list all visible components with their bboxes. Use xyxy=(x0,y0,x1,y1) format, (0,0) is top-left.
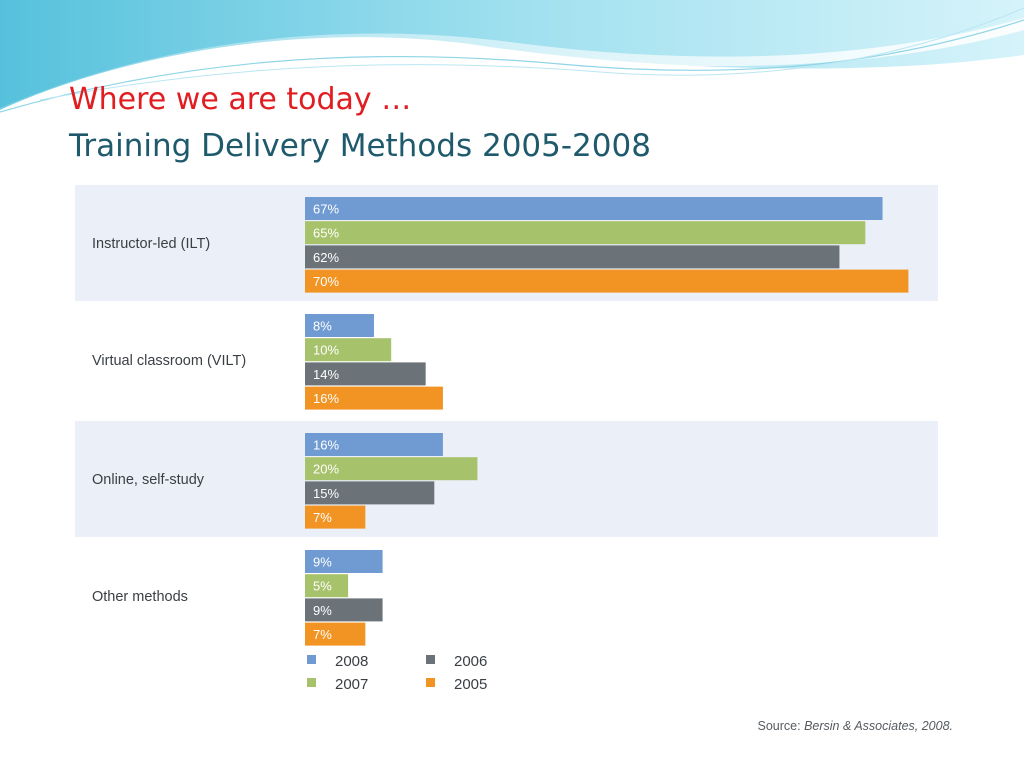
slide-subheading: Training Delivery Methods 2005-2008 xyxy=(69,128,651,164)
bar-2007 xyxy=(305,574,349,598)
legend-swatch-2006 xyxy=(426,655,435,664)
bar-data-label: 16% xyxy=(313,438,339,453)
bar-data-label: 15% xyxy=(313,486,339,501)
bar-data-label: 20% xyxy=(313,462,339,477)
slide-heading: Where we are today … xyxy=(69,82,412,117)
bar-data-label: 65% xyxy=(313,226,339,241)
bar-2005 xyxy=(305,386,443,410)
category-label: Online, self-study xyxy=(92,472,205,488)
bar-2005 xyxy=(305,622,366,646)
bar-2005 xyxy=(305,505,366,529)
category-label: Virtual classroom (VILT) xyxy=(92,353,246,369)
bar-data-label: 67% xyxy=(313,202,339,217)
bar-2007 xyxy=(305,338,392,362)
bar-2008 xyxy=(305,197,883,220)
bar-data-label: 9% xyxy=(313,555,332,570)
bar-2006 xyxy=(305,245,840,269)
bar-data-label: 7% xyxy=(313,627,332,642)
bar-2005 xyxy=(305,269,909,293)
legend-label: 2005 xyxy=(454,676,487,693)
bar-data-label: 8% xyxy=(313,319,332,334)
source-note: Source: Bersin & Associates, 2008. xyxy=(758,719,953,733)
bar-2008 xyxy=(305,550,383,573)
bar-data-label: 5% xyxy=(313,579,332,594)
legend-swatch-2007 xyxy=(307,678,316,687)
category-label: Other methods xyxy=(92,589,188,605)
bar-2008 xyxy=(305,433,443,456)
legend-swatch-2008 xyxy=(307,655,316,664)
bar-2006 xyxy=(305,362,426,386)
legend-label: 2008 xyxy=(335,653,368,670)
bar-2006 xyxy=(305,481,435,505)
source-prefix: Source: xyxy=(758,719,805,733)
bar-data-label: 16% xyxy=(313,391,339,406)
bar-2007 xyxy=(305,221,866,245)
bar-2008 xyxy=(305,314,374,337)
bar-data-label: 62% xyxy=(313,250,339,265)
legend-label: 2007 xyxy=(335,676,368,693)
bar-2006 xyxy=(305,598,383,622)
chart-panel: Instructor-led (ILT) 67% 65% 62% 70% Virtual … xyxy=(67,177,955,749)
legend-swatch-2005 xyxy=(426,678,435,687)
bar-data-label: 7% xyxy=(313,510,332,525)
bar-data-label: 70% xyxy=(313,274,339,289)
bar-2007 xyxy=(305,457,478,481)
legend-label: 2006 xyxy=(454,653,487,670)
bar-data-label: 14% xyxy=(313,367,339,382)
source-text: Bersin & Associates, 2008. xyxy=(804,719,953,733)
bar-data-label: 9% xyxy=(313,603,332,618)
bar-chart: Instructor-led (ILT) 67% 65% 62% 70% Virtual … xyxy=(75,185,953,733)
category-band xyxy=(75,421,938,537)
bar-data-label: 10% xyxy=(313,343,339,358)
category-label: Instructor-led (ILT) xyxy=(92,236,210,252)
